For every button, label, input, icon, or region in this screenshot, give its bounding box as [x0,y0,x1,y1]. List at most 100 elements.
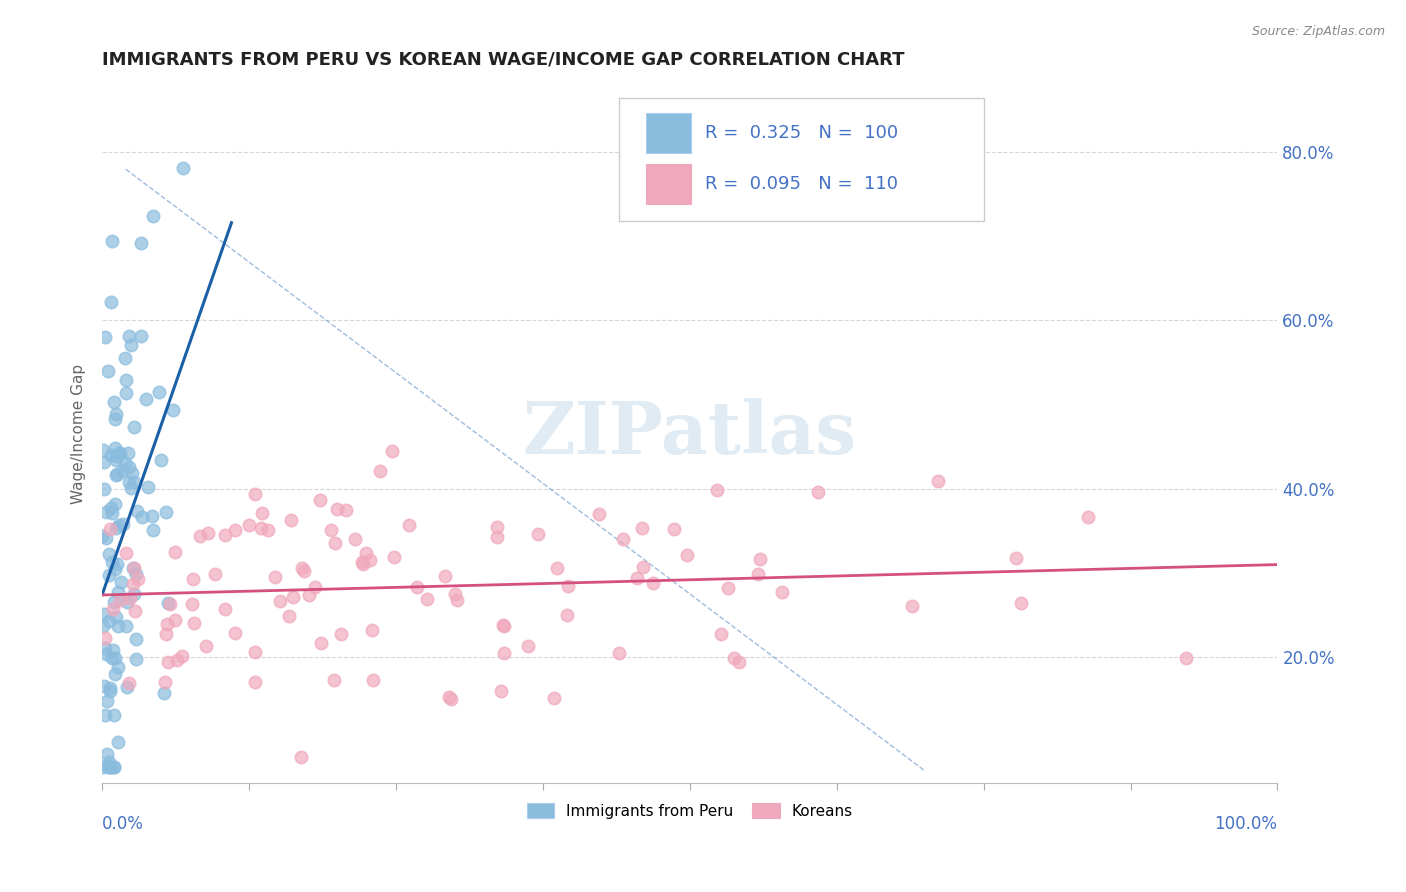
Point [494,619,516,633]
Point [159,597,181,611]
Point [118,460,141,475]
Point [526,527,548,541]
Point [927,474,949,488]
Point [101,651,124,665]
Point [138,480,160,494]
Point [131,510,153,524]
Point [434,569,457,583]
Text: ZIPatlas: ZIPatlas [523,399,856,469]
Point [197,526,219,541]
Point [405,580,427,594]
Point [486,519,509,533]
Point [97,567,120,582]
Point [607,646,630,660]
Point [98,522,121,536]
Point [264,570,287,584]
Point [155,674,177,689]
Point [319,523,342,537]
Point [181,598,204,612]
Point [446,592,468,607]
Point [304,580,326,594]
Text: 0.0%: 0.0% [103,815,143,833]
Point [103,642,125,657]
Point [94,531,117,545]
Point [157,656,180,670]
Point [356,546,378,560]
Point [111,464,134,478]
Point [118,328,141,343]
Point [280,513,302,527]
Point [1010,596,1032,610]
Point [104,441,127,455]
Point [214,528,236,542]
Point [107,660,129,674]
Point [94,329,117,343]
Point [183,615,205,630]
Point [243,487,266,501]
Point [94,505,117,519]
Point [117,446,139,460]
Point [117,680,139,694]
Point [157,596,180,610]
Point [122,420,145,434]
Point [104,449,127,463]
Point [100,501,122,516]
Point [125,651,148,665]
Point [124,604,146,618]
Point [104,468,127,483]
Point [415,592,437,607]
Point [269,594,291,608]
Text: Source: ZipAtlas.com: Source: ZipAtlas.com [1251,25,1385,38]
FancyBboxPatch shape [647,112,690,153]
Point [101,506,124,520]
Point [352,557,374,571]
Point [105,521,128,535]
Point [118,475,141,489]
Point [747,567,769,582]
Point [122,561,145,575]
Y-axis label: Wage/Income Gap: Wage/Income Gap [72,364,86,504]
Point [100,448,122,462]
Point [398,518,420,533]
Point [148,384,170,399]
Point [486,530,509,544]
Point [172,161,194,175]
Point [326,502,349,516]
Point [155,626,177,640]
Point [93,607,115,621]
Point [125,632,148,646]
Point [98,684,121,698]
Point [162,402,184,417]
Point [291,561,314,575]
Point [104,412,127,426]
Point [245,645,267,659]
Point [115,619,138,633]
Point [807,485,830,500]
Point [676,548,699,562]
Point [112,516,135,531]
Legend: Immigrants from Peru, Koreans: Immigrants from Peru, Koreans [520,797,859,825]
Point [96,694,118,708]
Point [323,673,346,687]
Point [257,523,280,537]
Point [437,690,460,705]
Point [612,532,634,546]
Point [107,446,129,460]
Point [121,577,143,591]
Point [1005,550,1028,565]
Point [105,557,128,571]
Point [195,639,218,653]
Point [104,667,127,681]
Point [662,523,685,537]
Point [360,623,382,637]
Point [108,518,131,533]
Point [125,504,148,518]
Point [98,614,121,628]
Point [163,613,186,627]
Point [118,591,141,606]
Point [170,648,193,663]
Point [152,685,174,699]
Point [103,708,125,723]
Point [283,590,305,604]
Point [710,627,733,641]
